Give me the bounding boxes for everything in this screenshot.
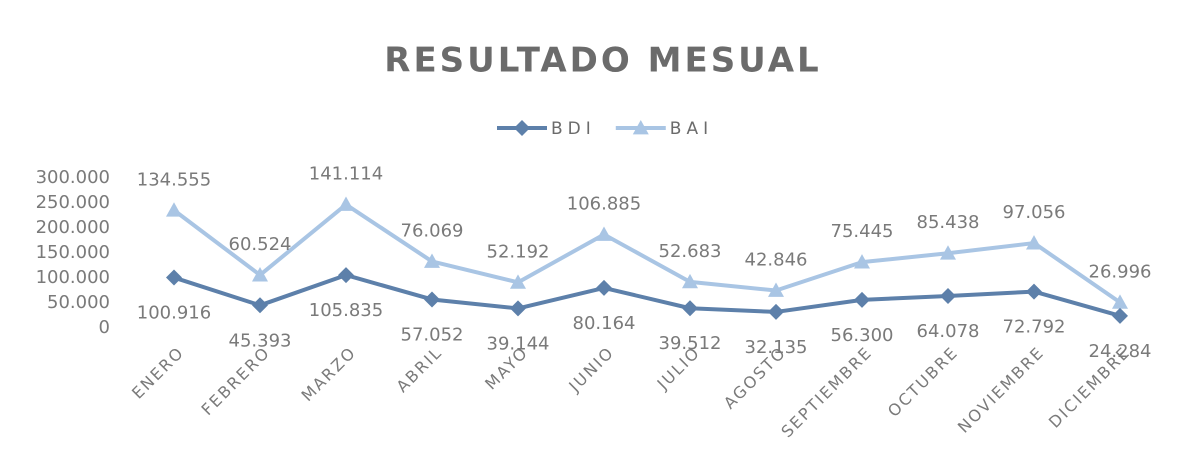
data-label: 60.524 xyxy=(229,234,292,255)
point-marker xyxy=(854,291,870,308)
point-marker xyxy=(338,267,354,284)
point-marker xyxy=(768,303,784,320)
data-label: 105.835 xyxy=(309,300,383,321)
point-marker xyxy=(682,273,698,289)
data-label: 42.846 xyxy=(745,250,808,271)
legend-label: BAI xyxy=(670,119,713,139)
data-label: 80.164 xyxy=(573,313,636,334)
y-tick-label: 0 xyxy=(99,317,110,338)
data-label: 72.792 xyxy=(1003,317,1066,338)
data-label: 134.555 xyxy=(137,169,211,190)
legend-marker xyxy=(514,120,530,136)
point-marker xyxy=(940,287,956,304)
data-label: 39.144 xyxy=(487,333,550,354)
data-label: 24.284 xyxy=(1089,341,1152,362)
data-label: 32.135 xyxy=(745,337,808,358)
point-marker xyxy=(940,245,956,260)
y-tick-label: 200.000 xyxy=(36,217,110,238)
y-tick-label: 250.000 xyxy=(36,192,110,213)
point-marker xyxy=(510,274,526,289)
data-label: 97.056 xyxy=(1003,202,1066,223)
data-label: 141.114 xyxy=(309,164,383,185)
data-label: 52.683 xyxy=(659,241,722,262)
point-marker xyxy=(166,269,182,286)
series-line xyxy=(172,202,1122,305)
point-marker xyxy=(338,196,354,211)
y-tick-label: 100.000 xyxy=(36,267,110,288)
point-marker xyxy=(424,253,440,268)
point-marker xyxy=(682,300,698,317)
point-marker xyxy=(424,291,440,308)
legend-label: BDI xyxy=(551,119,596,139)
data-label: 39.512 xyxy=(659,333,722,354)
data-label: 26.996 xyxy=(1089,261,1152,282)
data-label: 76.069 xyxy=(401,220,464,241)
point-marker xyxy=(252,297,268,314)
point-marker xyxy=(1112,307,1128,324)
data-label: 85.438 xyxy=(917,212,980,233)
data-label: 64.078 xyxy=(917,321,980,342)
y-tick-label: 300.000 xyxy=(36,167,110,188)
series-line xyxy=(173,273,1121,318)
data-label: 52.192 xyxy=(487,241,550,262)
point-marker xyxy=(596,279,612,296)
legend-marker xyxy=(632,120,649,135)
point-marker xyxy=(596,226,612,241)
point-marker xyxy=(510,300,526,317)
data-label: 75.445 xyxy=(831,221,894,242)
y-tick-label: 50.000 xyxy=(47,292,110,313)
data-label: 100.916 xyxy=(137,303,211,324)
point-marker xyxy=(1026,283,1042,300)
point-marker xyxy=(1112,294,1128,309)
data-label: 45.393 xyxy=(229,330,292,351)
point-marker xyxy=(252,267,268,282)
y-tick-label: 150.000 xyxy=(36,242,110,263)
data-label: 57.052 xyxy=(401,324,464,345)
data-label: 106.885 xyxy=(567,193,641,214)
chart-title: RESULTADO MESUAL xyxy=(384,41,821,81)
data-label: 56.300 xyxy=(831,325,894,346)
point-marker xyxy=(854,254,870,269)
point-marker xyxy=(1026,235,1042,250)
point-marker xyxy=(768,282,784,297)
point-marker xyxy=(166,202,182,217)
